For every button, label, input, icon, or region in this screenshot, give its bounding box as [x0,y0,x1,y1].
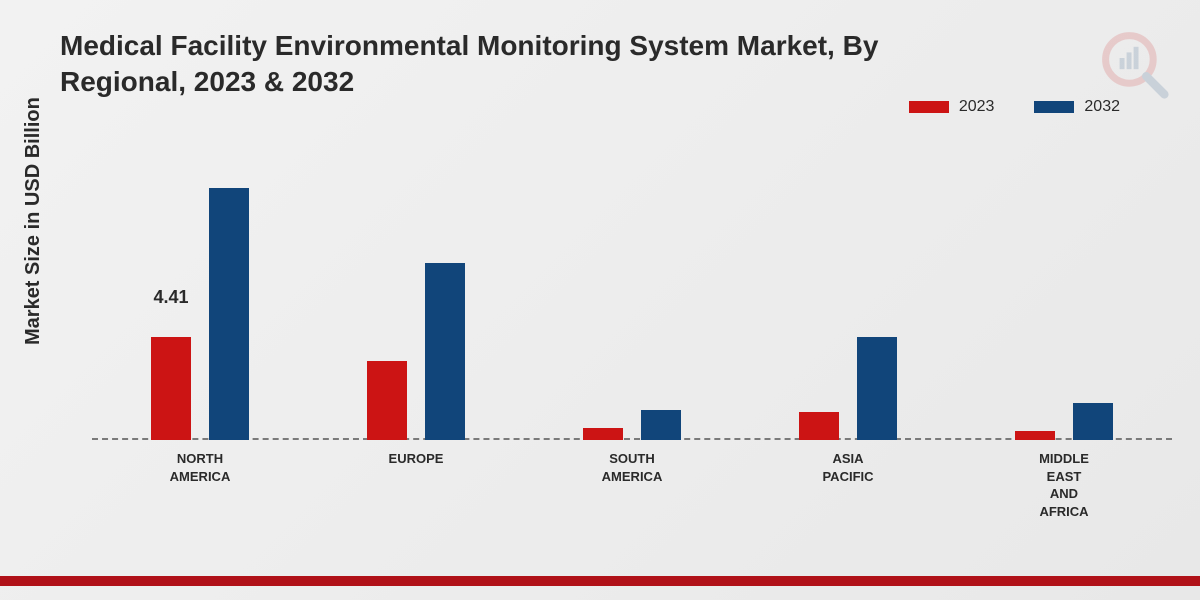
chart-title: Medical Facility Environmental Monitorin… [60,28,980,101]
legend-item-2032: 2032 [1034,98,1120,116]
watermark-logo-icon [1100,30,1170,100]
plot-area: 4.41NORTHAMERICAEUROPESOUTHAMERICAASIAPA… [92,160,1172,440]
category-label: ASIAPACIFIC [822,440,873,485]
bar [641,410,681,440]
bar [1015,431,1055,440]
y-axis-label: Market Size in USD Billion [22,97,45,345]
bar [1073,403,1113,440]
legend-swatch-2023 [909,101,949,113]
bar [151,337,191,440]
bottom-accent-bar [0,576,1200,586]
legend-item-2023: 2023 [909,98,995,116]
category-label: EUROPE [389,440,444,468]
category-label: SOUTHAMERICA [602,440,663,485]
category-label: MIDDLEEASTANDAFRICA [1039,440,1089,520]
legend-swatch-2032 [1034,101,1074,113]
bar [583,428,623,440]
legend-label-2023: 2023 [959,98,995,116]
bar [425,263,465,440]
bar-pair [583,410,681,440]
bar [209,188,249,440]
bar [857,337,897,440]
bar-pair [799,337,897,440]
category-label: NORTHAMERICA [170,440,231,485]
legend: 2023 2032 [909,98,1120,116]
chart-container: Medical Facility Environmental Monitorin… [0,0,1200,600]
bar [367,361,407,440]
bar [799,412,839,440]
bar-pair [367,263,465,440]
legend-label-2032: 2032 [1084,98,1120,116]
bar-pair [1015,403,1113,440]
bar-pair [151,188,249,440]
